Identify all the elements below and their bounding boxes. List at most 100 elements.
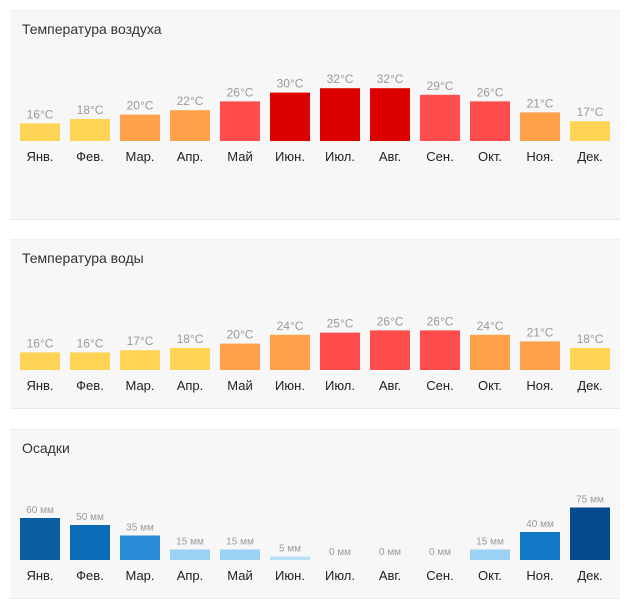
- water-temp-bar: [520, 341, 560, 370]
- precip-value-label: 35 мм: [126, 523, 154, 534]
- water-temp-bar: [320, 332, 360, 370]
- precip-value-label: 0 мм: [329, 547, 351, 558]
- precip-bar: [270, 556, 310, 560]
- water-temp-bar: [420, 330, 460, 370]
- precip-month-label: Апр.: [177, 568, 204, 583]
- precip-value-label: 15 мм: [476, 537, 504, 548]
- air-temp-month-label: Сен.: [426, 149, 453, 164]
- precip-month-label: Сен.: [426, 568, 453, 583]
- air-temp-value-label: 16°C: [27, 107, 54, 121]
- water-temp-value-label: 25°C: [327, 317, 354, 331]
- air-temp-bar: [470, 101, 510, 141]
- water-temp-month-label: Июл.: [325, 378, 355, 393]
- air-temp-bar: [220, 101, 260, 141]
- precip-value-label: 5 мм: [279, 544, 301, 555]
- water-temp-month-label: Ноя.: [526, 378, 553, 393]
- precip-value-label: 0 мм: [429, 547, 451, 558]
- air-temp-value-label: 20°C: [127, 99, 154, 113]
- air-temp-value-label: 30°C: [277, 77, 304, 91]
- air-temp-bar: [570, 121, 610, 141]
- precip-bar: [470, 549, 510, 560]
- water-temp-month-label: Май: [227, 378, 252, 393]
- precip-bar: [520, 532, 560, 560]
- air-temp-value-label: 26°C: [227, 85, 254, 99]
- air-temp-month-label: Дек.: [577, 149, 602, 164]
- precip-month-label: Авг.: [379, 568, 401, 583]
- water-temp-bar: [70, 352, 110, 370]
- air-temp-month-label: Апр.: [177, 149, 204, 164]
- precip-month-label: Янв.: [26, 568, 53, 583]
- water-temp-month-label: Дек.: [577, 378, 602, 393]
- precipitation-title: Осадки: [22, 440, 70, 456]
- air-temp-bar: [270, 92, 310, 141]
- water-temp-value-label: 26°C: [427, 314, 454, 328]
- water-temperature-chart: 16°C Янв. 16°C Фев. 17°C Мар. 18°C Апр. 20°C Май 2…: [20, 314, 610, 393]
- water-temp-value-label: 26°C: [377, 314, 404, 328]
- precip-value-label: 40 мм: [526, 519, 554, 530]
- air-temperature-title: Температура воздуха: [22, 21, 162, 37]
- water-temp-value-label: 24°C: [277, 319, 304, 333]
- precip-month-label: Июн.: [275, 568, 305, 583]
- precipitation-chart: 60 мм Янв. 50 мм Фев. 35 мм Мар. 15 мм Апр. 15 м…: [20, 495, 610, 583]
- precip-month-label: Фев.: [76, 568, 104, 583]
- water-temp-bar: [370, 330, 410, 370]
- air-temperature-panel: Температура воздуха 16°C Янв. 18°C Фев. 20°C…: [10, 10, 620, 220]
- air-temp-bar: [420, 94, 460, 141]
- air-temp-value-label: 32°C: [327, 72, 354, 86]
- water-temp-month-label: Авг.: [379, 378, 401, 393]
- air-temp-bar: [320, 88, 360, 141]
- air-temp-bar: [20, 123, 60, 141]
- precip-value-label: 15 мм: [176, 537, 204, 548]
- air-temp-month-label: Май: [227, 149, 252, 164]
- water-temp-bar: [170, 348, 210, 370]
- water-temp-bar: [120, 350, 160, 370]
- precip-value-label: 75 мм: [576, 495, 604, 506]
- air-temp-month-label: Ноя.: [526, 149, 553, 164]
- water-temperature-panel: Температура воды 16°C Янв. 16°C Фев. 17°C Мар…: [10, 239, 620, 409]
- air-temp-value-label: 29°C: [427, 79, 454, 93]
- air-temp-bar: [520, 112, 560, 141]
- air-temp-value-label: 18°C: [77, 103, 104, 117]
- precip-value-label: 50 мм: [76, 512, 104, 523]
- precip-month-label: Мар.: [125, 568, 154, 583]
- air-temp-value-label: 32°C: [377, 72, 404, 86]
- precipitation-panel: Осадки 60 мм Янв. 50 мм Фев. 35 мм Мар. 15 мм А…: [10, 429, 620, 599]
- water-temp-value-label: 18°C: [177, 332, 204, 346]
- air-temp-value-label: 22°C: [177, 94, 204, 108]
- precip-value-label: 15 мм: [226, 537, 254, 548]
- air-temp-bar: [120, 114, 160, 141]
- water-temp-month-label: Янв.: [26, 378, 53, 393]
- precip-bar: [70, 525, 110, 560]
- air-temp-month-label: Янв.: [26, 149, 53, 164]
- precip-bar: [120, 535, 160, 560]
- air-temp-value-label: 21°C: [527, 96, 554, 110]
- water-temp-value-label: 24°C: [477, 319, 504, 333]
- air-temp-month-label: Окт.: [478, 149, 502, 164]
- precip-bar: [570, 507, 610, 560]
- water-temp-value-label: 21°C: [527, 325, 554, 339]
- precip-bar: [170, 549, 210, 560]
- air-temp-month-label: Авг.: [379, 149, 401, 164]
- water-temp-bar: [270, 334, 310, 370]
- water-temp-value-label: 16°C: [27, 336, 54, 350]
- air-temp-month-label: Мар.: [125, 149, 154, 164]
- water-temp-value-label: 20°C: [227, 328, 254, 342]
- water-temp-month-label: Апр.: [177, 378, 204, 393]
- air-temp-value-label: 17°C: [577, 105, 604, 119]
- air-temp-month-label: Фев.: [76, 149, 104, 164]
- precip-month-label: Дек.: [577, 568, 602, 583]
- air-temp-month-label: Июн.: [275, 149, 305, 164]
- air-temp-bar: [370, 88, 410, 141]
- water-temperature-title: Температура воды: [22, 250, 144, 266]
- water-temp-month-label: Июн.: [275, 378, 305, 393]
- water-temp-value-label: 16°C: [77, 336, 104, 350]
- precip-value-label: 60 мм: [26, 505, 54, 516]
- water-temp-bar: [470, 334, 510, 370]
- water-temp-bar: [20, 352, 60, 370]
- air-temperature-chart: 16°C Янв. 18°C Фев. 20°C Мар. 22°C Апр. 26°C Май 3…: [20, 72, 610, 164]
- air-temp-month-label: Июл.: [325, 149, 355, 164]
- precip-value-label: 0 мм: [379, 547, 401, 558]
- air-temp-bar: [170, 110, 210, 141]
- air-temp-value-label: 26°C: [477, 85, 504, 99]
- water-temp-month-label: Мар.: [125, 378, 154, 393]
